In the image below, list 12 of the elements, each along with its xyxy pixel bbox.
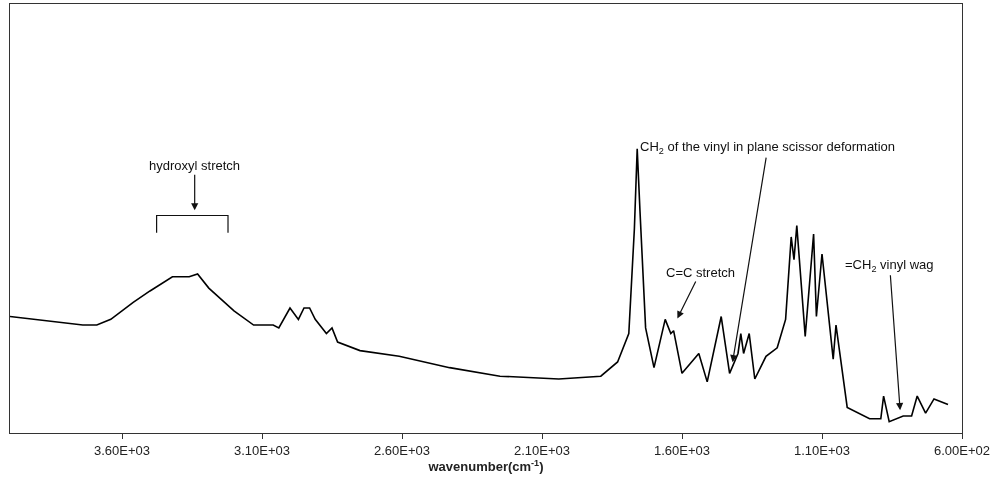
x-tick-label: 1.60E+03 <box>653 442 711 458</box>
x-tick-label: 1.10E+03 <box>793 442 851 458</box>
x-tick-label: 3.60E+03 <box>93 442 151 458</box>
x-tick-label: 2.10E+03 <box>513 442 571 458</box>
x-axis-title: wavenumber(cm$^{-1}$) <box>427 457 544 475</box>
annotation: CH$_{2}$ of the vinyl in plane scissor deformation <box>640 139 896 156</box>
annotation: =CH$_{2}$ vinyl wag <box>845 257 934 274</box>
annotation: C=C stretch <box>666 265 735 280</box>
annotation: hydroxyl stretch <box>149 158 241 173</box>
x-tick-label: 3.10E+03 <box>233 442 291 458</box>
x-tick-label: 6.00E+02 <box>933 442 991 458</box>
x-tick-label: 2.60E+03 <box>373 442 431 458</box>
